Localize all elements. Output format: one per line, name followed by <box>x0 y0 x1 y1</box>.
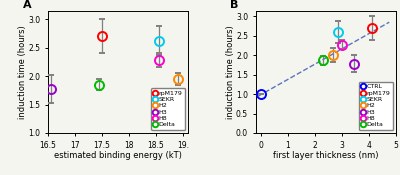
X-axis label: first layer thickness (nm): first layer thickness (nm) <box>273 151 378 160</box>
Y-axis label: induction time (hours): induction time (hours) <box>18 25 27 119</box>
Legend: CTRL, rpM179, SEKR, H2, H3, H8, Delta: CTRL, rpM179, SEKR, H2, H3, H8, Delta <box>359 82 393 130</box>
X-axis label: estimated binding energy (kT): estimated binding energy (kT) <box>54 151 182 160</box>
Text: B: B <box>230 0 239 10</box>
Text: A: A <box>23 0 31 10</box>
Legend: rpM179, SEKR, H2, H3, H8, Delta: rpM179, SEKR, H2, H3, H8, Delta <box>151 88 185 130</box>
Y-axis label: induction time (hours): induction time (hours) <box>226 25 234 119</box>
